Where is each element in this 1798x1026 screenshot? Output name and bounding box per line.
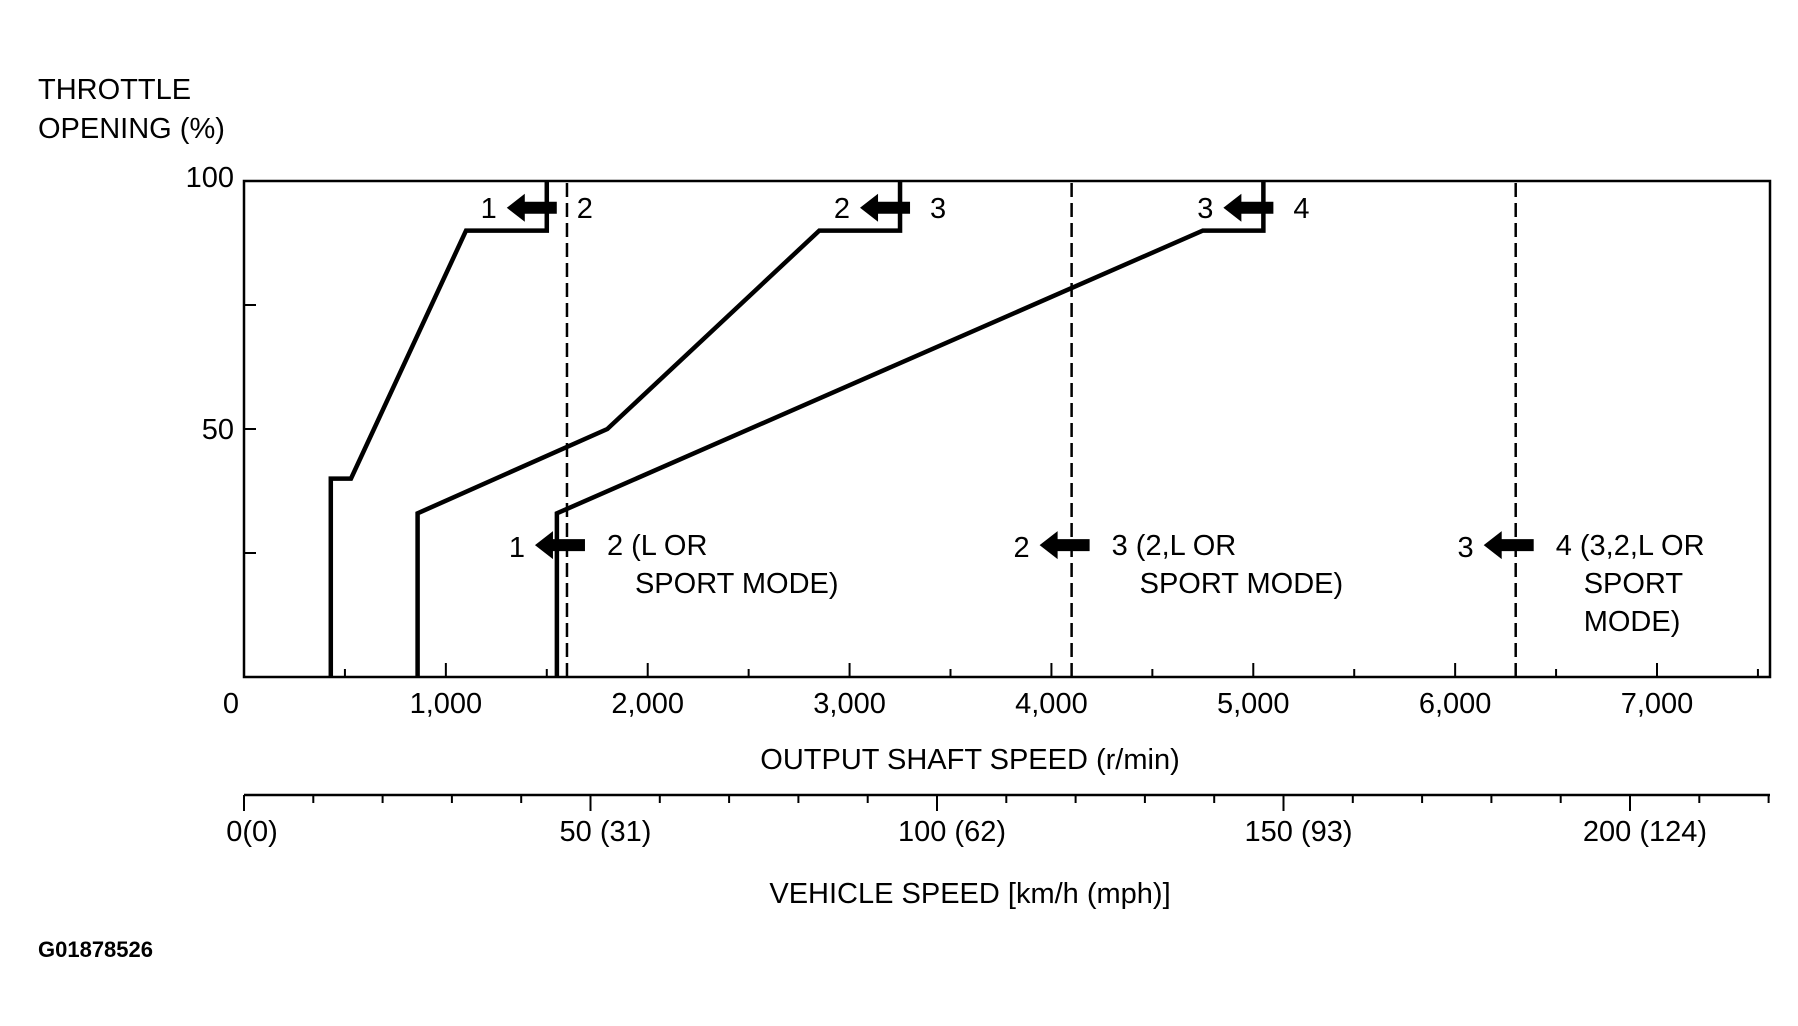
vehicle-speed-axis-label: VEHICLE SPEED [km/h (mph)]	[769, 878, 1170, 910]
mode-text-2-3-line-2: SPORT MODE)	[1140, 568, 1344, 600]
x-tick-label-6000: 6,000	[1419, 688, 1492, 720]
y-tick-label-100: 100	[186, 162, 234, 194]
shift-arrow-3-4	[1223, 193, 1274, 222]
shift-to-label-3-4: 4	[1293, 193, 1309, 225]
v-tick-label-100: 100 (62)	[898, 816, 1006, 848]
upshift-line-1-2	[328, 181, 550, 677]
x-tick-label-7000: 7,000	[1621, 688, 1694, 720]
shift-arrow-2-3	[860, 193, 911, 222]
vehicle-speed-ticks: 0(0) 50 (31) 100 (62) 150 (93) 200 (124)	[226, 795, 1770, 848]
mode-text-3-4-line-3: MODE)	[1584, 606, 1681, 638]
shift-from-label-2-3: 2	[834, 193, 850, 225]
x-ticks: 0 1,000 2,000 3,000 4,000 5,000 6,000 7,000	[223, 663, 1759, 720]
v-tick-label-0: 0(0)	[226, 816, 278, 848]
mode-annotations: 1 2 (L OR SPORT MODE) 2 3 (2,L OR SPORT MODE)…	[509, 530, 1705, 638]
shift-from-label-1-2: 1	[481, 193, 497, 225]
x-axis-label: OUTPUT SHAFT SPEED (r/min)	[760, 744, 1179, 776]
mode-text-1-2-line-2: SPORT MODE)	[635, 568, 839, 600]
downshift-lines	[565, 181, 1517, 677]
x-tick-label-3000: 3,000	[813, 688, 886, 720]
mode-arrow-2-3	[1039, 531, 1090, 560]
v-tick-label-150: 150 (93)	[1244, 816, 1352, 848]
shift-arrow-1-2	[506, 193, 557, 222]
mode-text-1-2-line-1: 2 (L OR	[607, 530, 707, 562]
mode-text-3-4-line-2: SPORT	[1584, 568, 1684, 600]
shift-to-label-2-3: 3	[930, 193, 946, 225]
mode-from-label-3-4: 3	[1458, 532, 1474, 564]
y-axis-label-line-2: OPENING (%)	[38, 113, 225, 145]
y-ticks: 50 100	[186, 162, 256, 554]
plot-frame	[242, 179, 1772, 679]
top-annotations: 1 2 2 3 3 4	[481, 193, 1310, 225]
x-tick-label-0: 0	[223, 688, 239, 720]
mode-arrow-3-4	[1483, 531, 1534, 560]
mode-text-2-3-line-1: 3 (2,L OR	[1112, 530, 1237, 562]
y-tick-label-50: 50	[202, 414, 234, 446]
upshift-lines	[328, 181, 1266, 677]
x-tick-label-4000: 4,000	[1015, 688, 1088, 720]
x-tick-label-1000: 1,000	[410, 688, 483, 720]
shift-from-label-3-4: 3	[1197, 193, 1213, 225]
upshift-line-2-3	[415, 181, 903, 677]
y-axis-label-line-1: THROTTLE	[38, 74, 191, 106]
figure-id: G01878526	[38, 937, 153, 962]
v-tick-label-200: 200 (124)	[1583, 816, 1707, 848]
mode-text-3-4-line-1: 4 (3,2,L OR	[1556, 530, 1705, 562]
mode-from-label-1-2: 1	[509, 532, 525, 564]
upshift-line-3-4	[554, 181, 1266, 677]
mode-from-label-2-3: 2	[1013, 532, 1029, 564]
x-tick-label-5000: 5,000	[1217, 688, 1290, 720]
v-tick-label-50: 50 (31)	[560, 816, 652, 848]
shift-to-label-1-2: 2	[577, 193, 593, 225]
x-tick-label-2000: 2,000	[611, 688, 684, 720]
mode-arrow-1-2	[534, 531, 585, 560]
